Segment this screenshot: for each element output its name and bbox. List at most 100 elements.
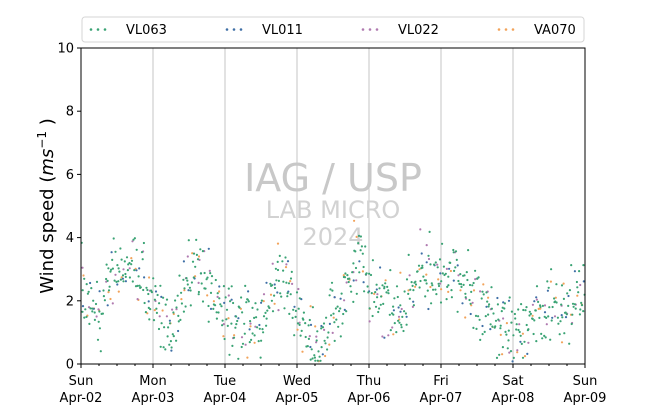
data-point [271, 262, 274, 265]
data-point [284, 266, 288, 269]
data-point [537, 300, 540, 303]
data-point [265, 281, 268, 284]
data-point [389, 329, 392, 332]
data-point [116, 283, 119, 286]
data-point [470, 290, 473, 293]
x-tick-label-day: Sun [69, 374, 94, 389]
data-point [186, 255, 189, 258]
data-point [472, 326, 475, 329]
data-point [539, 305, 542, 308]
data-point [174, 299, 177, 302]
data-point [378, 307, 381, 310]
data-point [300, 329, 303, 332]
data-point [124, 280, 127, 283]
data-point [250, 338, 253, 341]
data-point [177, 320, 180, 323]
data-point [425, 273, 428, 276]
data-point [360, 245, 363, 248]
data-point [177, 329, 180, 333]
data-point [276, 268, 280, 272]
data-point [131, 280, 134, 283]
x-tick-label-day: Wed [283, 374, 311, 389]
data-point [580, 304, 584, 307]
data-point [398, 321, 401, 324]
data-point [138, 267, 141, 270]
data-point [321, 353, 324, 356]
data-point [220, 305, 223, 308]
data-point [169, 340, 172, 343]
data-point [320, 324, 323, 328]
data-point [308, 318, 311, 322]
data-point [306, 345, 309, 348]
data-point [524, 309, 527, 312]
data-point [335, 318, 338, 321]
data-point [548, 306, 551, 309]
data-point [170, 346, 173, 349]
data-point [97, 320, 100, 323]
data-point [459, 289, 462, 292]
data-point [471, 301, 474, 304]
data-point [367, 291, 370, 294]
data-point [352, 279, 355, 282]
data-point [282, 280, 285, 283]
data-point [159, 284, 162, 287]
data-point [115, 280, 118, 283]
data-point [333, 321, 336, 324]
data-point [315, 335, 318, 338]
data-point [191, 260, 195, 263]
data-point [185, 277, 188, 280]
data-point [93, 318, 96, 321]
data-point [455, 258, 458, 261]
data-point [85, 315, 88, 318]
data-point [341, 322, 344, 325]
data-point [491, 325, 494, 328]
data-point [354, 250, 357, 253]
data-point [188, 286, 191, 289]
data-point [428, 230, 431, 233]
data-point [214, 278, 217, 282]
data-point [383, 336, 386, 339]
data-point [568, 342, 571, 345]
data-point [113, 279, 116, 282]
data-point [258, 323, 261, 327]
data-point [349, 285, 352, 288]
data-point [535, 285, 539, 288]
data-point [163, 326, 166, 329]
data-point [440, 280, 443, 283]
data-point [218, 290, 221, 293]
data-point [371, 314, 374, 318]
data-point [468, 283, 472, 287]
y-tick-label: 6 [66, 168, 74, 183]
data-point [434, 288, 437, 291]
data-point [93, 311, 96, 314]
data-point [302, 318, 305, 321]
data-point [101, 312, 104, 315]
data-point [539, 307, 542, 310]
data-point [480, 297, 483, 300]
data-point [400, 323, 403, 326]
data-point [249, 322, 252, 325]
data-point [365, 272, 368, 275]
data-point [421, 264, 424, 267]
data-point [403, 310, 406, 313]
legend-marker [232, 28, 236, 31]
data-point [519, 334, 522, 337]
data-point [368, 320, 371, 323]
data-point [160, 295, 163, 298]
data-point [525, 306, 528, 309]
data-point [514, 317, 517, 320]
data-point [203, 271, 206, 275]
data-point [442, 265, 445, 268]
data-point [563, 332, 566, 335]
data-point [271, 284, 274, 287]
data-point [114, 250, 117, 253]
data-point [517, 308, 520, 311]
data-point [299, 334, 302, 337]
data-point [525, 323, 528, 327]
data-point [557, 322, 560, 325]
data-point [387, 289, 390, 292]
data-point [578, 270, 581, 273]
data-point [499, 324, 502, 327]
data-point [204, 287, 207, 290]
data-point [253, 316, 256, 319]
